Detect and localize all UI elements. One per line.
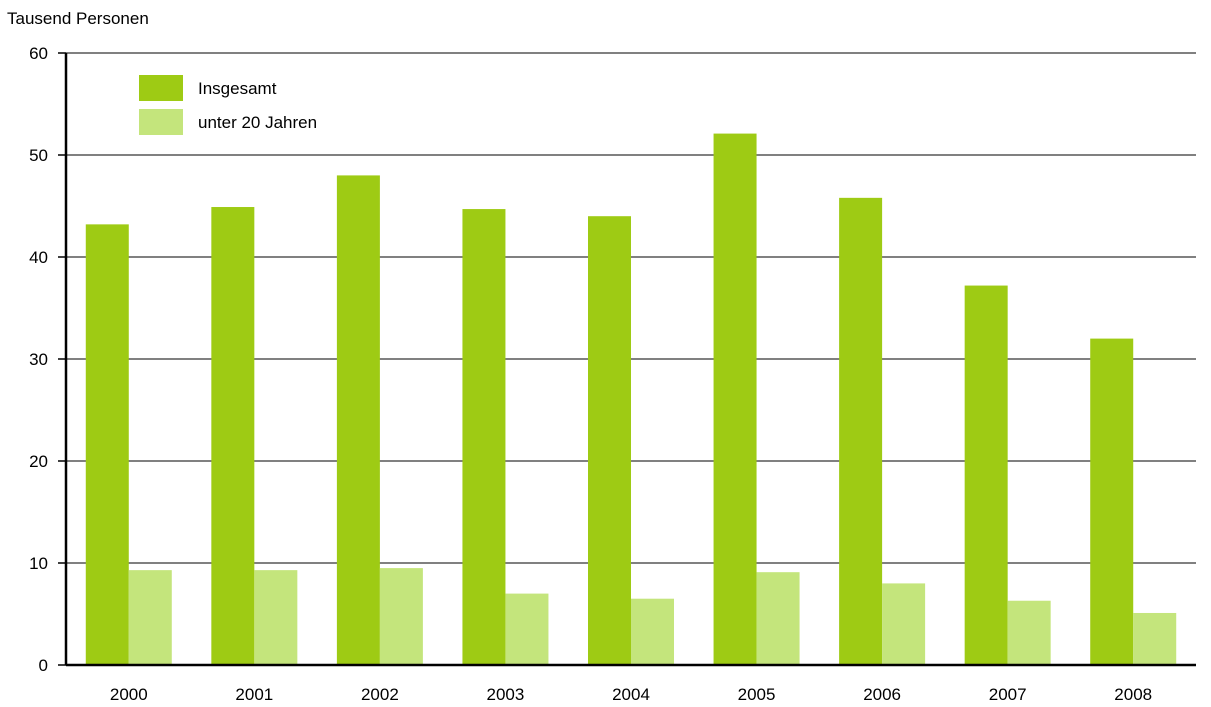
x-tick-label: 2005 — [738, 685, 776, 704]
legend: Insgesamt unter 20 Jahren — [139, 75, 317, 135]
y-tick-labels: 0 10 20 30 40 50 60 — [29, 44, 48, 675]
bar-insgesamt-2002 — [336, 175, 380, 665]
bar-unter-20-2004 — [631, 598, 674, 665]
bar-unter-20-2002 — [379, 568, 423, 665]
x-tick-label: 2003 — [487, 685, 525, 704]
axes — [58, 52, 1196, 667]
y-tick-label: 10 — [29, 554, 48, 573]
x-tick-label: 2008 — [1114, 685, 1152, 704]
y-tick-label: 50 — [29, 146, 48, 165]
y-tick-label: 30 — [29, 350, 48, 369]
bar-unter-20-2003 — [505, 593, 549, 665]
bar-unter-20-2001 — [254, 570, 298, 665]
x-tick-label: 2002 — [361, 685, 399, 704]
legend-swatch — [139, 75, 183, 101]
bar-unter-20-2007 — [1007, 600, 1051, 665]
x-tick-label: 2004 — [612, 685, 650, 704]
bar-insgesamt-2000 — [85, 224, 129, 666]
bar-insgesamt-2008 — [1090, 338, 1134, 665]
legend-label: Insgesamt — [198, 79, 277, 98]
bar-unter-20-2008 — [1133, 612, 1177, 665]
bar-insgesamt-2004 — [588, 216, 631, 665]
bar-unter-20-2000 — [128, 570, 172, 665]
legend-swatch — [139, 109, 183, 135]
bar-unter-20-2006 — [882, 583, 926, 665]
bar-insgesamt-2003 — [462, 209, 506, 665]
y-axis-unit-label: Tausend Personen — [7, 9, 149, 28]
x-tick-label: 2001 — [235, 685, 273, 704]
x-tick-labels: 2000 2001 2002 2003 2004 2005 2006 2007 2008 — [110, 685, 1152, 704]
y-tick-label: 40 — [29, 248, 48, 267]
bar-unter-20-2005 — [756, 572, 800, 665]
y-tick-label: 20 — [29, 452, 48, 471]
x-tick-label: 2007 — [989, 685, 1027, 704]
y-tick-label: 60 — [29, 44, 48, 63]
bars — [85, 133, 1177, 666]
x-tick-label: 2000 — [110, 685, 148, 704]
x-tick-label: 2006 — [863, 685, 901, 704]
legend-label: unter 20 Jahren — [198, 113, 317, 132]
bar-insgesamt-2006 — [839, 197, 883, 665]
bar-insgesamt-2005 — [713, 133, 757, 665]
bar-insgesamt-2001 — [211, 207, 255, 665]
bar-insgesamt-2007 — [964, 285, 1008, 665]
y-tick-label: 0 — [39, 656, 48, 675]
